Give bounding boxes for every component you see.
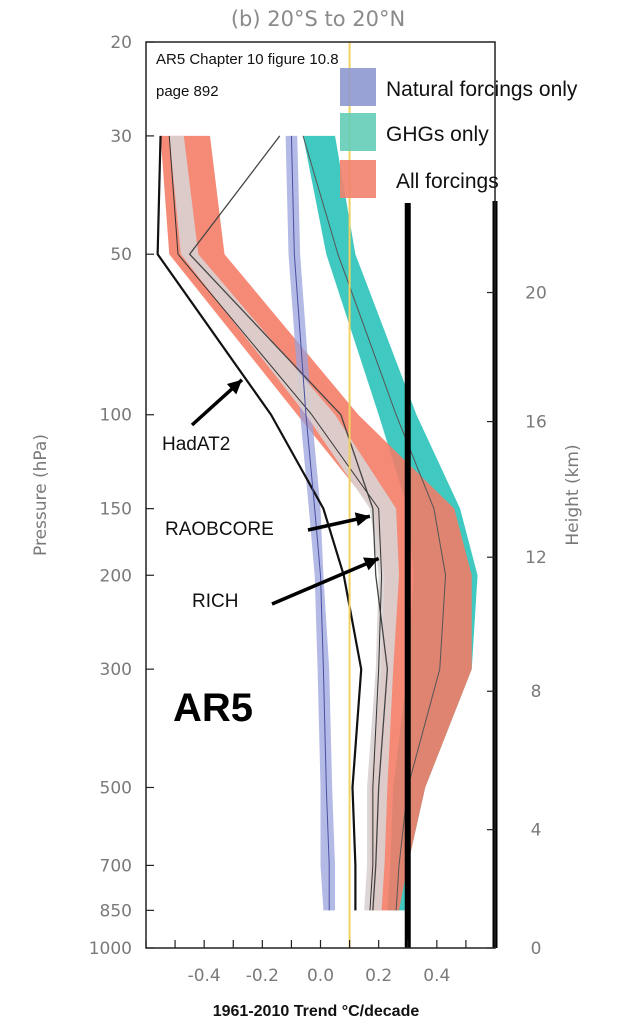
y-tick-label: 150 <box>100 500 132 520</box>
annotation-arrow-shaft <box>271 556 380 606</box>
right-axis: 20 16 12 8 4 0 <box>487 284 547 959</box>
y-tick-label: 300 <box>100 660 132 680</box>
annotation-rich: RICH <box>192 591 238 612</box>
series-line-0 <box>156 135 363 911</box>
y-tick-label: 50 <box>110 245 132 265</box>
legend-label-2: All forcings <box>396 170 499 193</box>
source-note-line1: AR5 Chapter 10 figure 10.8 <box>156 51 339 68</box>
right-tick-label: 20 <box>525 284 547 304</box>
y-tick-label: 500 <box>100 778 132 798</box>
band-1 <box>160 135 472 911</box>
y-tick-label: 1000 <box>89 939 132 959</box>
annotation-arrow-head <box>354 512 370 527</box>
source-note-line2: page 892 <box>156 83 219 100</box>
annotation-hadat2: HadAT2 <box>162 434 230 455</box>
annotation-arrow-head <box>363 557 379 571</box>
series-line-2 <box>168 135 383 911</box>
y-tick-label: 30 <box>110 127 132 147</box>
legend-swatch-2 <box>340 160 376 198</box>
y-tick-label: 850 <box>100 901 132 921</box>
y-axis: 20 30 50 100 150 200 300 500 700 850 1000 <box>89 33 154 959</box>
y-tick-label: 100 <box>100 406 132 426</box>
y-tick-label: 20 <box>110 33 132 53</box>
x-axis-title: 1961-2010 Trend °C/decade <box>213 1003 420 1020</box>
right-tick-label: 12 <box>525 548 547 568</box>
annotation-arrow-head <box>226 379 242 395</box>
band-3 <box>169 135 400 911</box>
series-line-4 <box>290 135 330 911</box>
x-tick-label: 0.2 <box>365 966 392 986</box>
right-axis-title: Height (km) <box>563 444 583 545</box>
right-tick-label: 4 <box>531 821 542 841</box>
legend-label-1: GHGs only <box>386 123 489 146</box>
right-tick-label: 0 <box>531 939 542 959</box>
series-line-1 <box>188 135 389 911</box>
x-tick-label: -0.4 <box>188 966 221 986</box>
y-tick-label: 200 <box>100 566 132 586</box>
legend-swatch-0 <box>340 68 376 106</box>
series-line-3 <box>302 135 447 911</box>
x-tick-label: -0.2 <box>246 966 279 986</box>
x-tick-label: 0.4 <box>423 966 450 986</box>
annotations: HadAT2 RAOBCORE RICH AR5 <box>162 378 380 730</box>
band-2 <box>285 135 336 911</box>
legend-label-0: Natural forcings only <box>386 78 578 101</box>
y-tick-label: 700 <box>100 856 132 876</box>
y-axis-title: Pressure (hPa) <box>31 434 51 556</box>
x-axis: -0.4 -0.2 0.0 0.2 0.4 <box>145 940 496 986</box>
legend: Natural forcings only GHGs only All forcin… <box>340 68 578 198</box>
ar5-label: AR5 <box>173 686 253 730</box>
right-tick-label: 8 <box>531 682 542 702</box>
annotation-raobcore: RAOBCORE <box>165 519 274 540</box>
chart-title: (b) 20°S to 20°N <box>231 7 405 31</box>
right-tick-label: 16 <box>525 413 547 433</box>
legend-swatch-1 <box>340 113 376 151</box>
x-tick-label: 0.0 <box>307 966 334 986</box>
